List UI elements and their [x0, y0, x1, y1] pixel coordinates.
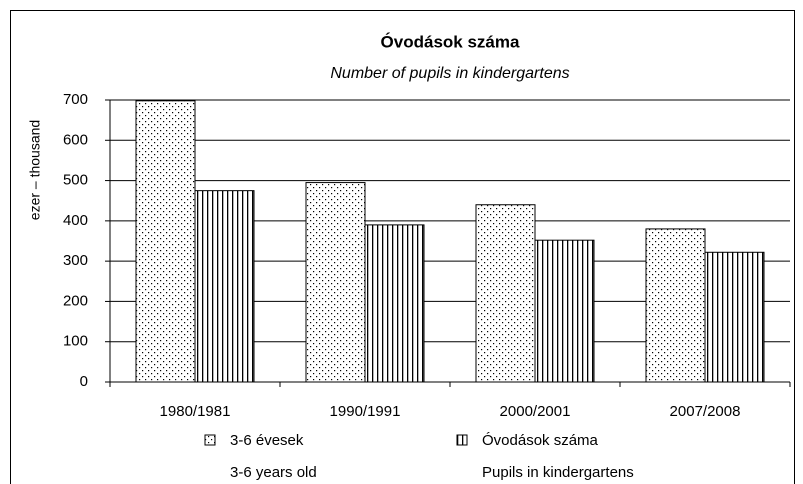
bar	[534, 239, 595, 383]
y-tick-label: 500	[63, 172, 88, 189]
bar	[135, 100, 196, 383]
legend-marker	[204, 434, 216, 446]
bar	[364, 224, 425, 383]
bar	[194, 190, 255, 383]
y-tick-label: 100	[63, 333, 88, 350]
y-tick-label: 600	[63, 131, 88, 148]
bar	[704, 251, 765, 383]
y-tick-label: 300	[63, 252, 88, 269]
bar	[475, 204, 536, 383]
y-axis-label: ezer – thousand	[27, 120, 43, 220]
x-tick-label: 1990/1991	[330, 403, 401, 420]
legend-marker	[456, 434, 468, 446]
y-tick-label: 200	[63, 292, 88, 309]
x-tick-label: 2000/2001	[500, 403, 571, 420]
bar	[645, 228, 706, 383]
legend-label: Óvodások száma	[482, 432, 599, 449]
legend-label: 3-6 évesek	[230, 432, 304, 449]
chart-title: Óvodások száma	[381, 32, 520, 51]
y-tick-label: 400	[63, 212, 88, 229]
bar	[305, 182, 366, 383]
legend-label-en: Pupils in kindergartens	[482, 464, 634, 481]
x-tick-label: 2007/2008	[670, 403, 741, 420]
legend-label-en: 3-6 years old	[230, 464, 317, 481]
chart-subtitle: Number of pupils in kindergartens	[330, 65, 569, 82]
x-tick-label: 1980/1981	[160, 403, 231, 420]
y-tick-label: 0	[80, 373, 88, 390]
y-tick-label: 700	[63, 91, 88, 108]
